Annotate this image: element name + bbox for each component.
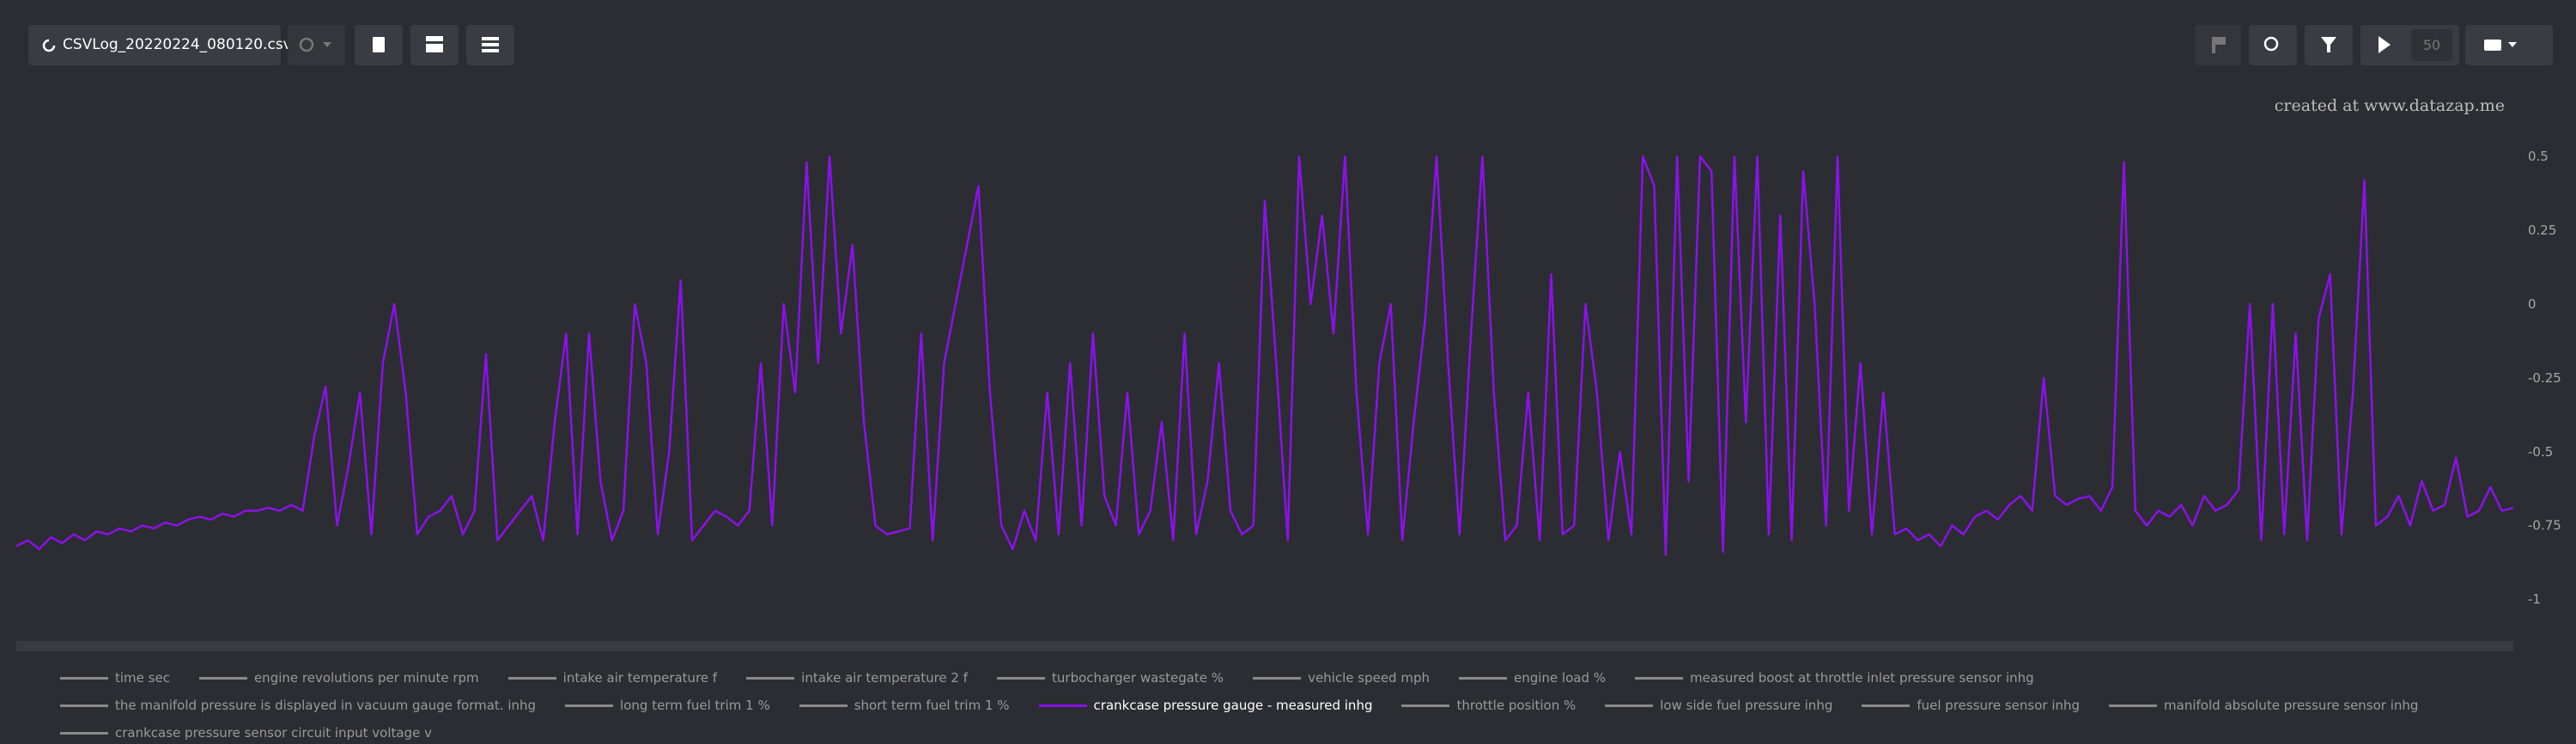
- legend-item[interactable]: fuel pressure sensor inhg: [1862, 697, 2080, 714]
- file-name: CSVLog_20220224_080120.csv: [63, 36, 292, 53]
- legend-item[interactable]: manifold absolute pressure sensor inhg: [2109, 697, 2418, 714]
- legend-label: long term fuel trim 1 %: [620, 698, 770, 713]
- zoom-button[interactable]: [2249, 25, 2297, 65]
- legend-label: low side fuel pressure inhg: [1660, 698, 1833, 713]
- file-button[interactable]: CSVLog_20220224_080120.csv: [28, 25, 292, 65]
- legend-label: intake air temperature f: [562, 670, 718, 686]
- legend: time sec engine revolutions per minute rp…: [60, 669, 2516, 741]
- y-tick-label: -0.75: [2528, 518, 2561, 534]
- legend-swatch: [1458, 676, 1507, 680]
- scrollbar[interactable]: [16, 641, 2513, 651]
- legend-label: short term fuel trim 1 %: [854, 698, 1010, 713]
- legend-swatch: [799, 704, 848, 707]
- flag-button[interactable]: [2195, 25, 2241, 65]
- legend-label: engine load %: [1513, 670, 1606, 686]
- legend-item[interactable]: low side fuel pressure inhg: [1605, 697, 1832, 714]
- legend-item[interactable]: vehicle speed mph: [1253, 669, 1430, 686]
- legend-item[interactable]: crankcase pressure sensor circuit input …: [60, 724, 432, 741]
- legend-item[interactable]: short term fuel trim 1 %: [799, 697, 1010, 714]
- legend-label: manifold absolute pressure sensor inhg: [2164, 698, 2419, 713]
- legend-swatch: [60, 704, 108, 707]
- playback-input[interactable]: 50: [2411, 29, 2452, 61]
- legend-label: crankcase pressure sensor circuit input …: [115, 725, 432, 741]
- y-tick-label: 0.5: [2528, 149, 2549, 164]
- legend-item[interactable]: measured boost at throttle inlet pressur…: [1635, 669, 2034, 686]
- legend-swatch: [1605, 704, 1654, 707]
- legend-item[interactable]: long term fuel trim 1 %: [565, 697, 770, 714]
- legend-label: the manifold pressure is displayed in va…: [115, 698, 537, 713]
- legend-label: crankcase pressure gauge - measured inhg: [1093, 698, 1373, 713]
- legend-label: engine revolutions per minute rpm: [253, 670, 479, 686]
- y-tick-label: 0: [2528, 296, 2537, 312]
- legend-label: time sec: [115, 670, 170, 686]
- y-tick-label: -0.25: [2528, 370, 2561, 386]
- legend-swatch: [60, 676, 108, 680]
- y-tick-label: -0.5: [2528, 444, 2553, 460]
- legend-label: measured boost at throttle inlet pressur…: [1690, 670, 2034, 686]
- legend-item[interactable]: intake air temperature 2 f: [746, 669, 968, 686]
- tools-button[interactable]: [2465, 25, 2553, 65]
- legend-item[interactable]: time sec: [60, 669, 170, 686]
- legend-label: throttle position %: [1456, 698, 1577, 713]
- legend-label: turbocharger wastegate %: [1052, 670, 1224, 686]
- legend-swatch: [1253, 676, 1302, 680]
- icon: [42, 39, 56, 52]
- y-tick-label: 0.25: [2528, 223, 2556, 238]
- legend-swatch: [198, 676, 247, 680]
- legend-swatch: [2109, 704, 2158, 707]
- y-tick-label: -1: [2528, 592, 2541, 607]
- legend-item[interactable]: turbocharger wastegate %: [997, 669, 1224, 686]
- legend-item[interactable]: engine revolutions per minute rpm: [198, 669, 479, 686]
- legend-label: intake air temperature 2 f: [801, 670, 969, 686]
- legend-swatch: [997, 676, 1046, 680]
- legend-item[interactable]: intake air temperature f: [507, 669, 718, 686]
- legend-item[interactable]: the manifold pressure is displayed in va…: [60, 697, 536, 714]
- legend-label: vehicle speed mph: [1308, 670, 1430, 686]
- legend-item[interactable]: engine load %: [1458, 669, 1606, 686]
- legend-swatch: [507, 676, 556, 680]
- legend-swatch: [1038, 704, 1087, 707]
- toolbar-icons: [299, 36, 2517, 53]
- legend-item[interactable]: throttle position %: [1401, 697, 1576, 714]
- watermark: created at www.datazap.me: [2274, 96, 2505, 115]
- legend-swatch: [746, 676, 795, 680]
- sync-button[interactable]: [288, 25, 345, 65]
- legend-item[interactable]: crankcase pressure gauge - measured inhg: [1038, 697, 1373, 714]
- legend-swatch: [1401, 704, 1450, 707]
- legend-swatch: [1862, 704, 1911, 707]
- legend-swatch: [60, 731, 108, 735]
- legend-label: fuel pressure sensor inhg: [1917, 698, 2081, 713]
- data-line: [15, 155, 2514, 557]
- legend-swatch: [565, 704, 614, 707]
- legend-swatch: [1635, 676, 1683, 680]
